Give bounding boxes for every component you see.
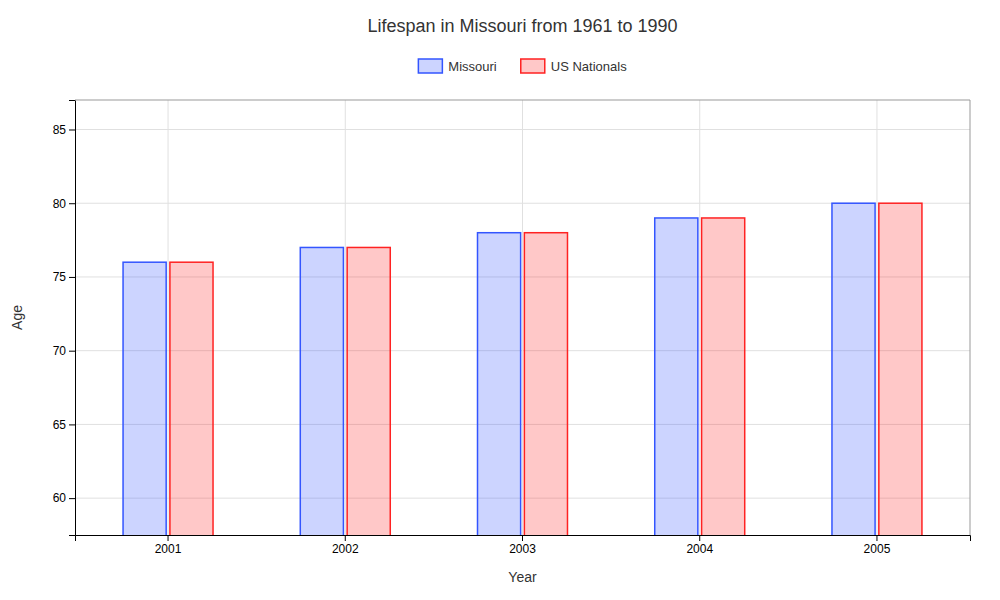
bar: [524, 233, 567, 535]
x-tick-mark: [522, 535, 523, 541]
grid-line-x: [699, 100, 700, 535]
y-tick-label: 60: [53, 491, 67, 505]
plot-area: 2001 2002 2003 2004 2005 60 65 70 75 80 85: [53, 100, 971, 600]
y-axis: 60 65 70 75 80 85: [53, 101, 76, 536]
chart-svg: 2001 2002 2003 2004 2005 60 65 70 75 80 85 Lifespan…: [0, 0, 1000, 600]
y-tick-mark: [69, 424, 75, 425]
y-tick-mark: [69, 351, 75, 352]
y-tick: 60: [53, 491, 75, 505]
bar: [655, 218, 698, 535]
bar: [702, 218, 745, 535]
legend-label: US Nationals: [551, 59, 627, 74]
x-axis-line: [76, 536, 971, 542]
frame-right: [970, 100, 971, 535]
x-tick-label: 2003: [509, 542, 536, 556]
x-tick-mark: [699, 535, 700, 541]
legend-swatch: [521, 59, 545, 73]
y-tick-mark: [69, 129, 75, 130]
bar-series: [170, 203, 922, 535]
bar: [170, 262, 213, 535]
title: Lifespan in Missouri from 1961 to 1990: [367, 16, 677, 36]
x-tick: 2004: [686, 535, 713, 556]
legend-label: Missouri: [448, 59, 497, 74]
legend-item: Missouri: [418, 59, 497, 74]
y-tick-label: 70: [53, 344, 67, 358]
bar: [347, 247, 390, 535]
bar: [879, 203, 922, 535]
legend-swatch: [418, 59, 442, 73]
legend-item: US Nationals: [521, 59, 627, 74]
x-tick: 2003: [509, 535, 536, 556]
x-axis: 2001 2002 2003 2004 2005: [76, 535, 971, 556]
x-tick-mark: [876, 535, 877, 541]
bar: [832, 203, 875, 535]
bar: [478, 233, 521, 535]
x-axis-title: Year: [508, 569, 537, 585]
y-tick: 85: [53, 123, 75, 137]
y-tick-label: 80: [53, 197, 67, 211]
grid-line-x: [168, 100, 169, 535]
chart-container: 2001 2002 2003 2004 2005 60 65 70 75 80 85 Lifespan…: [0, 0, 1000, 600]
y-tick-label: 85: [53, 123, 67, 137]
grid-line-x: [522, 100, 523, 535]
x-tick: 2001: [155, 535, 182, 556]
y-tick-mark: [69, 203, 75, 204]
y-tick-mark: [69, 498, 75, 499]
y-axis-title: Age: [9, 305, 25, 330]
x-tick: 2005: [864, 535, 891, 556]
y-axis-line: [69, 101, 76, 536]
bar: [123, 262, 166, 535]
x-tick-mark: [345, 535, 346, 541]
y-tick-label: 65: [53, 418, 67, 432]
legend: Missouri US Nationals: [418, 59, 627, 74]
x-tick-mark: [168, 535, 169, 541]
bar-series: [123, 203, 875, 535]
bar: [300, 247, 343, 535]
grid-line-x: [345, 100, 346, 535]
frame-top: [75, 100, 970, 101]
x-tick: 2002: [332, 535, 359, 556]
y-tick-label: 75: [53, 270, 67, 284]
x-tick-label: 2005: [864, 542, 891, 556]
y-tick: 80: [53, 197, 75, 211]
grid-line-x: [876, 100, 877, 535]
y-tick: 65: [53, 418, 75, 432]
x-tick-label: 2002: [332, 542, 359, 556]
x-tick-label: 2004: [686, 542, 713, 556]
bars: [123, 203, 922, 535]
y-tick: 75: [53, 270, 75, 284]
x-tick-label: 2001: [155, 542, 182, 556]
y-tick: 70: [53, 344, 75, 358]
y-tick-mark: [69, 277, 75, 278]
